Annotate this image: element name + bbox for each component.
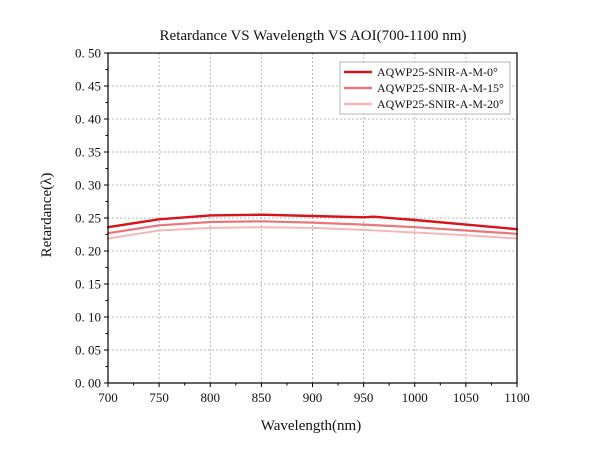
x-tick-label: 800	[201, 390, 221, 405]
x-tick-label: 1100	[504, 390, 530, 405]
x-tick-label: 750	[149, 390, 169, 405]
series-line-1	[106, 220, 519, 235]
y-tick-label: 0. 15	[75, 277, 101, 292]
y-tick-label: 0. 05	[75, 343, 101, 358]
axis-ticks: 700 750 800 850 900 950 1000 1050 1100 0. 00 0. 05…	[75, 46, 530, 406]
x-tick-label: 900	[303, 390, 323, 405]
legend: AQWP25-SNIR-A-M-0° AQWP25-SNIR-A-M-15° AQW…	[339, 61, 511, 115]
y-tick-label: 0. 00	[75, 376, 101, 391]
y-tick-label: 0. 20	[75, 244, 101, 259]
y-tick-label: 0. 25	[75, 211, 101, 226]
y-tick-label: 0. 30	[75, 178, 101, 193]
x-tick-label: 1050	[453, 390, 479, 405]
y-tick-label: 0. 10	[75, 310, 101, 325]
y-tick-label: 0. 50	[75, 46, 101, 61]
series-line-2	[107, 226, 518, 240]
x-tick-label: 950	[354, 390, 374, 405]
y-axis-label: Retardance(λ)	[39, 173, 55, 258]
x-tick-label: 1000	[402, 390, 428, 405]
legend-label-2: AQWP25-SNIR-A-M-20°	[377, 97, 504, 111]
legend-label-1: AQWP25-SNIR-A-M-15°	[377, 81, 504, 95]
legend-label-0: AQWP25-SNIR-A-M-0°	[377, 65, 498, 79]
chart-title: Retardance VS Wavelength VS AOI(700-1100…	[160, 28, 467, 44]
x-tick-label: 850	[252, 390, 272, 405]
x-axis-label: Wavelength(nm)	[261, 418, 361, 434]
x-tick-label: 700	[98, 390, 118, 405]
series-layer	[106, 213, 519, 240]
y-tick-label: 0. 45	[75, 79, 101, 94]
y-tick-label: 0. 40	[75, 112, 101, 127]
y-tick-label: 0. 35	[75, 145, 101, 160]
series-line-0	[106, 213, 519, 231]
